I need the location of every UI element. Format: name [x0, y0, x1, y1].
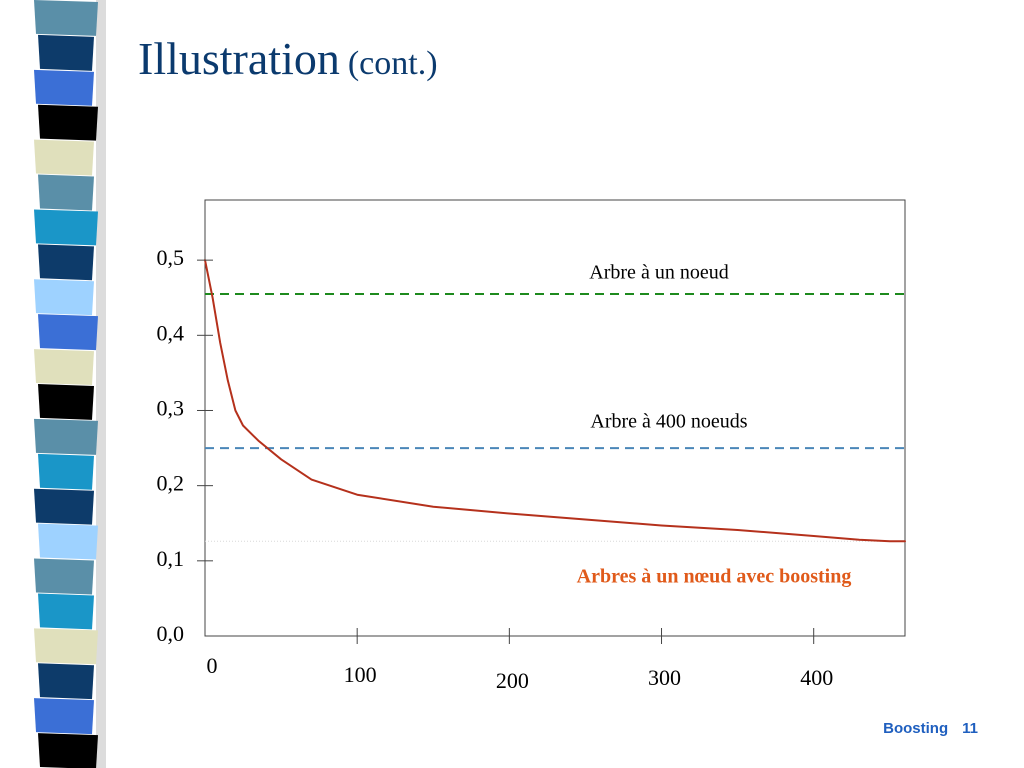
decorative-side-strip: [34, 0, 106, 768]
x-axis: 0 100 200 300 400: [207, 628, 833, 693]
y-tick-label: 0,0: [157, 621, 185, 646]
annotation-label: Arbre à 400 noeuds: [590, 411, 747, 433]
strip-band: [34, 0, 98, 36]
slide-title: Illustration (cont.): [138, 36, 438, 82]
strip-band: [38, 34, 94, 71]
strip-shadow: [96, 0, 106, 768]
series-group: [204, 259, 906, 543]
strip-band: [34, 69, 94, 106]
x-tick-label: 400: [800, 665, 833, 690]
strip-band: [34, 488, 94, 525]
strip-band: [34, 279, 94, 316]
annotations: Arbre à un noeud Arbre à 400 noeuds Arbres…: [577, 262, 852, 588]
strip-band: [38, 523, 98, 560]
annotation-label: Arbre à un noeud: [589, 262, 728, 284]
reference-lines: [205, 292, 905, 450]
y-axis: 0,0 0,1 0,2 0,3 0,4 0,5: [157, 245, 213, 646]
x-tick-label: 0: [207, 653, 218, 678]
strip-band: [38, 663, 94, 700]
strip-band: [38, 384, 94, 420]
strip-band: [38, 174, 94, 211]
y-tick-label: 0,4: [157, 320, 185, 345]
strip-band: [34, 558, 94, 595]
slide-title-main: Illustration: [138, 33, 340, 84]
plot-frame: [204, 199, 906, 637]
strip-band: [38, 314, 98, 351]
footer-label: Boosting: [883, 720, 949, 737]
strip-band: [38, 244, 94, 281]
x-tick-label: 200: [496, 668, 529, 693]
strip-band: [38, 104, 98, 141]
strip-band: [34, 349, 94, 385]
y-tick-label: 0,1: [157, 546, 185, 571]
x-tick-label: 300: [648, 665, 681, 690]
annotation-label: Arbres à un nœud avec boosting: [577, 566, 852, 588]
x-tick-label: 100: [344, 662, 377, 687]
strip-band: [34, 628, 98, 665]
slide-footer: Boosting 11: [883, 720, 978, 737]
strip-band: [34, 418, 98, 455]
y-tick-label: 0,3: [157, 396, 185, 421]
strip-band: [34, 139, 94, 176]
page-number: 11: [962, 720, 978, 737]
strip-band: [38, 593, 94, 630]
strip-band: [38, 453, 94, 490]
strip-band: [34, 698, 94, 735]
strip-band: [38, 733, 98, 768]
y-tick-label: 0,2: [157, 471, 185, 496]
series-line: [204, 259, 906, 543]
slide-title-subtitle: (cont.): [347, 45, 438, 82]
strip-band: [34, 209, 98, 246]
y-tick-label: 0,5: [157, 245, 185, 270]
